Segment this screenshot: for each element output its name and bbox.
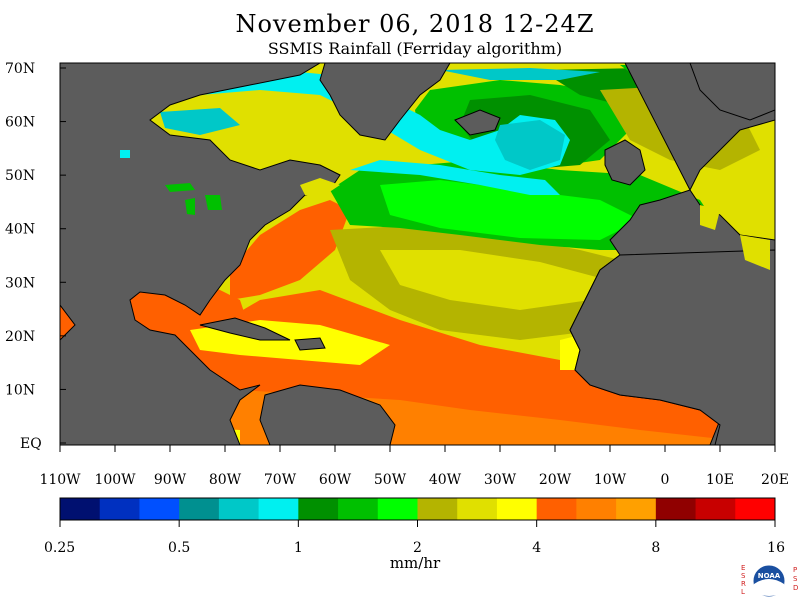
svg-text:L: L bbox=[741, 588, 745, 596]
lon-label: 0 bbox=[661, 472, 670, 488]
lat-label: 60N bbox=[5, 115, 35, 131]
svg-text:NOAA: NOAA bbox=[758, 572, 781, 580]
land-rain-patches bbox=[120, 150, 770, 270]
colorbar-swatch bbox=[417, 498, 458, 520]
lon-label: 80W bbox=[209, 472, 242, 488]
colorbar-swatch bbox=[536, 498, 577, 520]
lon-label: 10E bbox=[706, 472, 734, 488]
land-masses bbox=[60, 63, 775, 445]
colorbar-swatch bbox=[139, 498, 180, 520]
lat-label: 50N bbox=[5, 168, 35, 184]
colorbar-tick-label: 1 bbox=[294, 540, 303, 556]
lat-label: 40N bbox=[5, 222, 35, 238]
lon-label: 30W bbox=[484, 472, 517, 488]
colorbar-swatch bbox=[695, 498, 736, 520]
lon-ticks: 110W 100W 90W 80W 70W 60W 50W 40W 30W 20W 10W 0 10E 2… bbox=[39, 445, 789, 488]
lon-label: 110W bbox=[39, 472, 81, 488]
map-frame bbox=[59, 62, 776, 446]
colorbar-tick-label: 2 bbox=[413, 540, 422, 556]
svg-text:E: E bbox=[741, 564, 745, 572]
colorbar-swatch bbox=[496, 498, 538, 520]
lat-label: 30N bbox=[5, 275, 35, 291]
colorbar-swatch bbox=[258, 498, 299, 520]
colorbar-swatch bbox=[338, 498, 379, 520]
colorbar-swatch bbox=[218, 498, 260, 520]
lat-label: 20N bbox=[5, 329, 35, 345]
lon-label: 10W bbox=[594, 472, 627, 488]
colorbar-swatch bbox=[99, 498, 140, 520]
colorbar-tick-label: 0.25 bbox=[44, 540, 75, 556]
lon-label: 20W bbox=[539, 472, 572, 488]
colorbar-ticks: 0.25 0.5 1 2 4 8 16 bbox=[44, 520, 785, 556]
colorbar-tick-label: 0.5 bbox=[168, 540, 190, 556]
svg-text:S: S bbox=[793, 575, 798, 583]
lon-label: 90W bbox=[154, 472, 187, 488]
colorbar-units: mm/hr bbox=[389, 554, 441, 572]
svg-text:R: R bbox=[741, 580, 746, 588]
colorbar-tick-label: 4 bbox=[532, 540, 541, 556]
svg-text:S: S bbox=[741, 572, 746, 580]
svg-text:D: D bbox=[793, 584, 798, 592]
svg-text:P: P bbox=[793, 566, 797, 574]
colorbar-tick-label: 16 bbox=[767, 540, 785, 556]
lon-label: 70W bbox=[264, 472, 297, 488]
colorbar-swatch bbox=[179, 498, 220, 520]
lat-label: 70N bbox=[5, 61, 35, 77]
lat-label: EQ bbox=[20, 436, 42, 452]
map-subtitle: SSMIS Rainfall (Ferriday algorithm) bbox=[267, 39, 563, 58]
colorbar bbox=[59, 497, 776, 521]
colorbar-swatch bbox=[298, 498, 339, 520]
map-title: November 06, 2018 12-24Z bbox=[235, 10, 595, 38]
lon-label: 20E bbox=[761, 472, 789, 488]
lat-ticks: 70N 60N 50N 40N 30N 20N 10N EQ bbox=[5, 61, 66, 452]
lon-label: 100W bbox=[94, 472, 136, 488]
colorbar-swatch bbox=[60, 498, 101, 520]
colorbar-swatch bbox=[576, 498, 617, 520]
lon-label: 50W bbox=[374, 472, 407, 488]
lat-label: 10N bbox=[5, 382, 35, 398]
colorbar-swatch bbox=[655, 498, 697, 520]
colorbar-swatch bbox=[377, 498, 418, 520]
colorbar-swatch bbox=[457, 498, 498, 520]
lon-label: 40W bbox=[429, 472, 462, 488]
lon-label: 60W bbox=[319, 472, 352, 488]
colorbar-tick-label: 8 bbox=[651, 540, 660, 556]
colorbar-swatch bbox=[616, 498, 657, 520]
colorbar-swatch bbox=[735, 498, 776, 520]
